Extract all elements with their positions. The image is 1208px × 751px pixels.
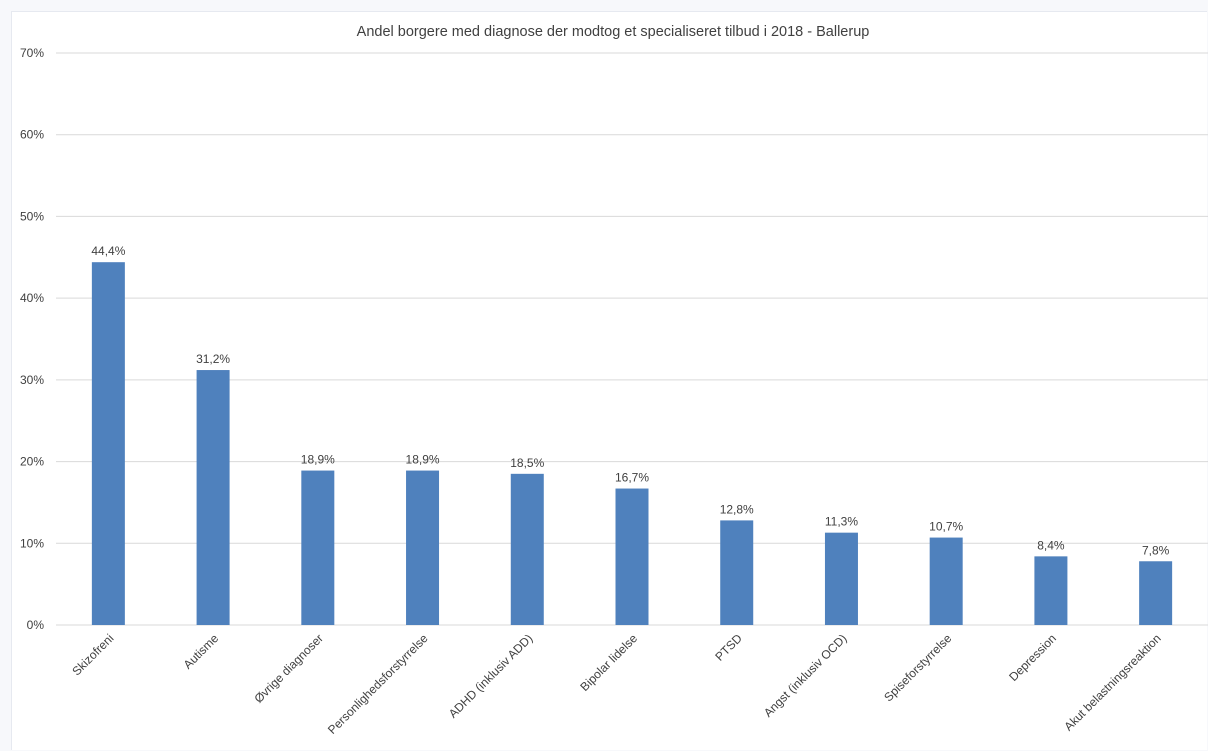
y-tick-label: 20% [20,455,44,469]
bar [406,470,440,625]
data-label: 18,9% [406,453,440,467]
category-label: ADHD (inklusiv ADD) [446,631,536,721]
y-tick-label: 40% [20,291,44,305]
y-tick-label: 0% [27,618,45,632]
category-label: Skizofreni [69,631,116,678]
category-label: Øvrige diagnoser [251,631,326,706]
category-label: Bipolar lidelse [577,631,640,694]
bar [929,537,963,625]
data-label: 10,7% [929,520,963,534]
chart-title: Andel borgere med diagnose der modtog et… [357,24,870,40]
y-tick-label: 60% [20,128,44,142]
category-label: Spiseforstyrrelse [881,631,954,704]
data-labels: 44,4% 31,2% 18,9% 18,9% 18,5% 16,7% 12,8% 11,3%… [91,244,1169,557]
data-label: 8,4% [1037,538,1065,552]
data-label: 7,8% [1142,543,1170,557]
y-tick-label: 70% [20,46,44,60]
category-label: Autisme [181,631,222,672]
y-tick-label: 50% [20,209,44,223]
bar [720,520,754,625]
bar [301,470,335,625]
bar [510,473,544,625]
data-label: 31,2% [196,352,230,366]
data-label: 11,3% [825,515,858,529]
category-label: Personlighedsforstyrrelse [325,631,431,737]
bar [91,262,125,625]
category-label: Depression [1006,631,1059,684]
y-tick-label: 10% [20,536,44,550]
y-tick-label: 30% [20,373,44,387]
data-label: 16,7% [615,471,649,485]
data-label: 18,9% [301,453,335,467]
y-axis-tick-labels: 0% 10% 20% 30% 40% 50% 60% 70% [20,46,44,632]
bar [196,370,230,625]
category-label: PTSD [712,631,745,664]
bars [91,262,1173,625]
gridlines [56,52,1208,626]
bar [1034,556,1068,625]
data-label: 12,8% [720,502,754,516]
category-label: Angst (inklusiv OCD) [761,631,850,720]
data-label: 44,4% [91,244,125,258]
bar [824,532,858,625]
bar [615,488,649,625]
category-label: Akut belastningsreaktion [1061,631,1163,733]
x-axis-category-labels: Skizofreni Autisme Øvrige diagnoser Personl… [69,631,1163,737]
bar [1139,561,1173,625]
data-label: 18,5% [510,456,544,470]
